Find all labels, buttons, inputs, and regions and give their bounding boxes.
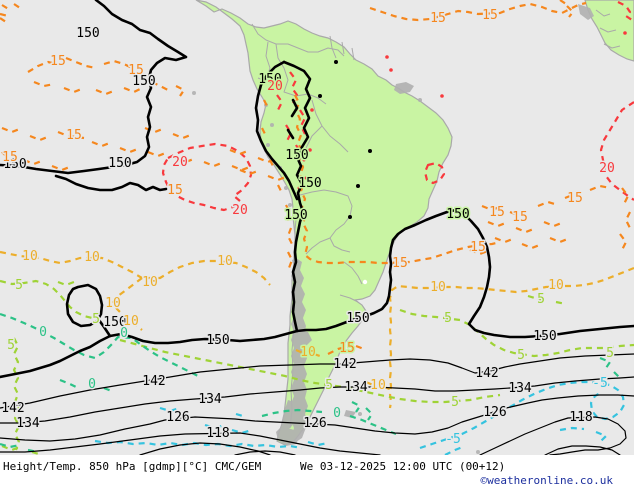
contour-label-0: 0 <box>333 406 341 421</box>
height-contours-150 <box>0 0 634 379</box>
contour-134 <box>0 376 634 424</box>
contour-label-15: 15 <box>567 191 583 206</box>
andes-mid-terrain <box>292 328 312 346</box>
contour-label-150: 150 <box>258 72 281 87</box>
contour-label-15: 15 <box>470 240 486 255</box>
contour-label-142: 142 <box>475 366 498 381</box>
contour-142 <box>0 353 634 409</box>
contour-label-10: 10 <box>84 250 100 265</box>
contour-label-118: 118 <box>569 410 592 425</box>
contour-label-0: 0 <box>88 377 96 392</box>
contour-label-15: 15 <box>50 54 66 69</box>
contour-label--5: -5 <box>445 432 461 447</box>
contour-label-10: 10 <box>105 296 121 311</box>
contour-label-150: 150 <box>446 207 469 222</box>
contour-label-20: 20 <box>267 79 283 94</box>
contour-label-15: 15 <box>167 183 183 198</box>
contour-label-134: 134 <box>508 381 532 396</box>
contour-label-15: 15 <box>512 210 528 225</box>
contour-label-20: 20 <box>172 155 188 170</box>
contour-label-0: 0 <box>39 325 47 340</box>
contour-label-134: 134 <box>344 380 368 395</box>
contour-label-150: 150 <box>346 311 369 326</box>
contour-126 <box>0 394 634 442</box>
contour-label-5: 5 <box>606 346 614 361</box>
temp-contour-15 <box>0 0 631 355</box>
guinea-coast-terrain <box>578 4 594 20</box>
contour-label-5: 5 <box>444 311 452 326</box>
contour-label-134: 134 <box>16 416 40 431</box>
contour-label-15: 15 <box>489 205 505 220</box>
contour-label-126: 126 <box>483 405 506 420</box>
height-contours-thin <box>0 353 634 455</box>
contour-label-142: 142 <box>333 357 356 372</box>
salt-flat-dot <box>362 279 368 285</box>
terrain-shading <box>192 4 594 454</box>
contour-label-5: 5 <box>15 278 23 293</box>
contour-label-15: 15 <box>66 128 82 143</box>
contour-label-150: 150 <box>285 148 308 163</box>
contour-label-150: 150 <box>108 156 131 171</box>
amazon-delta <box>394 82 414 94</box>
temp-contour-minus5 <box>94 380 626 455</box>
andes-ridge <box>291 258 308 442</box>
contour-label-150: 150 <box>132 74 155 89</box>
temp-contour-5 <box>0 279 634 455</box>
contour-label-10: 10 <box>300 345 316 360</box>
temp-contour-20 <box>161 1 634 212</box>
contour-label-20: 20 <box>599 161 615 176</box>
contour-label-150: 150 <box>298 176 321 191</box>
contour-label-15: 15 <box>392 256 408 271</box>
contour-label-5: 5 <box>7 338 15 353</box>
contour-label-10: 10 <box>430 280 446 295</box>
contour-label-10: 10 <box>217 254 233 269</box>
contour-label-150: 150 <box>76 26 99 41</box>
contour-label-142: 142 <box>1 401 24 416</box>
temp-contour-10 <box>0 250 634 409</box>
contour-label-142: 142 <box>142 374 165 389</box>
contour-label-10: 10 <box>548 278 564 293</box>
contour-label-5: 5 <box>517 348 525 363</box>
temp-contour-20-dots <box>297 31 627 190</box>
contour-label-10: 10 <box>123 314 139 329</box>
contour-label-150: 150 <box>3 157 26 172</box>
contour-label-5: 5 <box>325 378 333 393</box>
contour-label-150: 150 <box>206 333 229 348</box>
south-america-landmass <box>195 0 453 446</box>
contour-label-10: 10 <box>142 275 158 290</box>
contour-label-20: 20 <box>232 203 248 218</box>
caption-title: Height/Temp. 850 hPa [gdmp][°C] CMC/GEM <box>3 460 262 473</box>
contour-label-118: 118 <box>206 426 229 441</box>
caption-bar: Height/Temp. 850 hPa [gdmp][°C] CMC/GEM … <box>0 455 634 490</box>
credit-link[interactable]: ©weatheronline.co.uk <box>480 474 613 487</box>
contour-label-15: 15 <box>2 150 18 165</box>
contour-label-15: 15 <box>128 63 144 78</box>
contour-label-150: 150 <box>533 329 556 344</box>
contour-label-5: 5 <box>451 395 459 410</box>
height-contour-dots <box>318 60 372 219</box>
contour-label-10: 10 <box>370 378 386 393</box>
contour-118-east <box>479 416 627 455</box>
contour-label-5: 5 <box>92 312 100 327</box>
caption-datetime: We 03-12-2025 12:00 UTC (00+12) <box>300 460 506 473</box>
contour-label-126: 126 <box>166 410 189 425</box>
contour-label-150: 150 <box>284 208 307 223</box>
contour-label-10: 10 <box>22 249 38 264</box>
contour-label-0: 0 <box>120 326 128 341</box>
contour-118-west <box>0 432 381 455</box>
contour-label-150: 150 <box>103 315 126 330</box>
contour-label-15: 15 <box>339 341 355 356</box>
contour-label-15: 15 <box>482 8 498 23</box>
contour-label-5: 5 <box>537 292 545 307</box>
landmasses <box>195 0 634 446</box>
contour-label-126: 126 <box>303 416 326 431</box>
contour-label-15: 15 <box>430 11 446 26</box>
contour-label--5: -5 <box>592 376 608 391</box>
contour-label-134: 134 <box>198 392 222 407</box>
andes-south-blob <box>281 400 300 432</box>
